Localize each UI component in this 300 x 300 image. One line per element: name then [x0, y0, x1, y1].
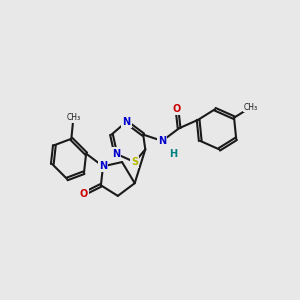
Text: CH₃: CH₃ — [66, 113, 80, 122]
Text: N: N — [99, 161, 107, 171]
Text: O: O — [173, 104, 181, 114]
Text: S: S — [131, 157, 138, 167]
Text: CH₃: CH₃ — [244, 103, 258, 112]
Text: H: H — [169, 148, 177, 159]
Text: N: N — [112, 148, 120, 159]
Text: O: O — [80, 189, 88, 199]
Text: N: N — [122, 117, 130, 127]
Text: N: N — [158, 136, 166, 146]
